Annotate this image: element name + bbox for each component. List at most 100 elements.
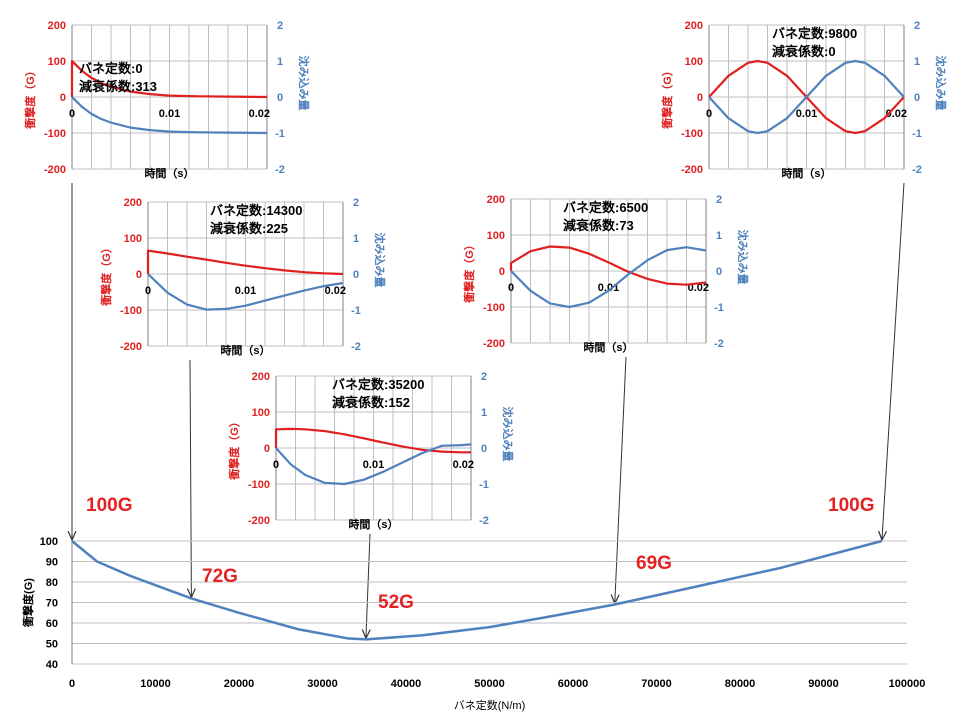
value-annotation: 52G xyxy=(378,592,414,613)
y2-tick-label: -2 xyxy=(479,515,489,527)
main-y-tick-label: 60 xyxy=(46,618,58,630)
y2-tick-label: -1 xyxy=(275,128,285,140)
x-axis-title: 時間（s） xyxy=(348,517,398,531)
y1-tick-label: 200 xyxy=(487,194,505,206)
y1-tick-label: 100 xyxy=(487,230,505,242)
x-tick-label: 0.01 xyxy=(796,108,817,120)
y1-tick-label: 100 xyxy=(685,56,703,68)
x-tick-label: 0.02 xyxy=(249,108,270,120)
x-tick-label: 0.01 xyxy=(159,108,180,120)
y2-tick-label: 1 xyxy=(277,56,283,68)
x-tick-label: 0 xyxy=(508,282,514,294)
x-axis-title: 時間（s） xyxy=(144,166,194,180)
connector-arrows xyxy=(72,182,905,638)
main-x-tick-label: 90000 xyxy=(808,678,839,690)
y1-tick-label: -100 xyxy=(120,305,142,317)
y2-tick-label: -2 xyxy=(912,164,922,176)
spring-constant-label: バネ定数:0 xyxy=(79,61,143,76)
y2-tick-label: 0 xyxy=(914,92,920,104)
y2-tick-label: 0 xyxy=(481,443,487,455)
y1-tick-label: -200 xyxy=(120,341,142,353)
x-tick-label: 0 xyxy=(145,285,151,297)
spring-constant-label: バネ定数:14300 xyxy=(210,203,302,218)
main-x-tick-label: 60000 xyxy=(558,678,589,690)
main-series-line xyxy=(71,539,883,641)
deflection-series-line xyxy=(708,59,905,135)
deflection-series-line xyxy=(275,443,472,486)
damping-coefficient-label: 減衰係数:0 xyxy=(772,44,836,59)
x-tick-label: 0 xyxy=(706,108,712,120)
y1-tick-label: 100 xyxy=(252,407,270,419)
y2-tick-label: 1 xyxy=(353,233,359,245)
main-x-tick-label: 30000 xyxy=(307,678,338,690)
deflection-series-line xyxy=(147,273,344,311)
damping-coefficient-label: 減衰係数:73 xyxy=(563,218,634,233)
value-annotation: 100G xyxy=(828,495,874,516)
y1-tick-label: 0 xyxy=(60,92,66,104)
y2-axis-title: 沈み込み量 xyxy=(501,407,515,462)
main-chart: 40 50 60 70 80 90 100 0 10000 20000 30000 40000 5000… xyxy=(21,495,925,712)
main-y-tick-label: 90 xyxy=(46,557,58,569)
y1-tick-label: 0 xyxy=(697,92,703,104)
y1-tick-label: -100 xyxy=(248,479,270,491)
main-y-tick-label: 40 xyxy=(46,659,58,671)
y2-tick-label: 2 xyxy=(716,194,722,206)
accel-series-line xyxy=(146,249,344,276)
connector-arrow xyxy=(882,182,905,540)
value-annotation: 100G xyxy=(86,495,132,516)
y2-axis-title: 沈み込み量 xyxy=(934,56,948,111)
y2-tick-label: 0 xyxy=(353,269,359,281)
y1-tick-label: -200 xyxy=(248,515,270,527)
y1-axis-title: 衝撃度（G） xyxy=(227,416,241,481)
y2-tick-label: -1 xyxy=(714,302,724,314)
y2-tick-label: -2 xyxy=(714,338,724,350)
damping-coefficient-label: 減衰係数:313 xyxy=(79,79,157,94)
y2-axis-title: 沈み込み量 xyxy=(297,56,311,111)
y1-tick-label: 0 xyxy=(499,266,505,278)
y2-tick-label: 1 xyxy=(481,407,487,419)
y1-tick-label: 0 xyxy=(264,443,270,455)
main-y-tick-label: 50 xyxy=(46,639,58,651)
deflection-series-line xyxy=(71,96,268,135)
accel-series-line xyxy=(70,59,268,99)
spring-constant-label: バネ定数:9800 xyxy=(772,26,857,41)
y1-axis-title: 衝撃度（G） xyxy=(99,242,113,307)
y2-tick-label: 1 xyxy=(914,56,920,68)
main-x-tick-label: 0 xyxy=(69,678,75,690)
connector-arrow xyxy=(366,533,370,638)
y2-tick-label: -2 xyxy=(275,164,285,176)
spring-constant-label: バネ定数:35200 xyxy=(332,377,424,392)
main-x-axis-title: バネ定数(N/m) xyxy=(454,698,526,712)
y1-tick-label: 200 xyxy=(685,20,703,32)
main-x-tick-label: 100000 xyxy=(889,678,926,690)
main-x-tick-label: 20000 xyxy=(224,678,255,690)
accel-series-line xyxy=(274,427,471,454)
main-x-tick-label: 80000 xyxy=(725,678,756,690)
connector-arrow xyxy=(190,359,191,597)
y1-tick-label: -200 xyxy=(681,164,703,176)
x-tick-label: 0 xyxy=(69,108,75,120)
accel-series-line xyxy=(509,245,707,286)
y1-tick-label: -100 xyxy=(483,302,505,314)
main-x-tick-label: 70000 xyxy=(641,678,672,690)
y2-tick-label: 0 xyxy=(716,266,722,278)
main-x-tick-label: 10000 xyxy=(140,678,171,690)
x-axis-title: 時間（s） xyxy=(781,166,831,180)
x-axis-title: 時間（s） xyxy=(583,340,633,354)
y2-tick-label: 0 xyxy=(277,92,283,104)
y2-tick-label: 2 xyxy=(353,197,359,209)
x-tick-label: 0.01 xyxy=(363,459,384,471)
y2-tick-label: -2 xyxy=(351,341,361,353)
deflection-series-line xyxy=(510,246,707,309)
y1-tick-label: 200 xyxy=(48,20,66,32)
y2-tick-label: 2 xyxy=(277,20,283,32)
value-annotation: 69G xyxy=(636,553,672,574)
y2-axis-title: 沈み込み量 xyxy=(736,230,750,285)
y2-tick-label: -1 xyxy=(351,305,361,317)
